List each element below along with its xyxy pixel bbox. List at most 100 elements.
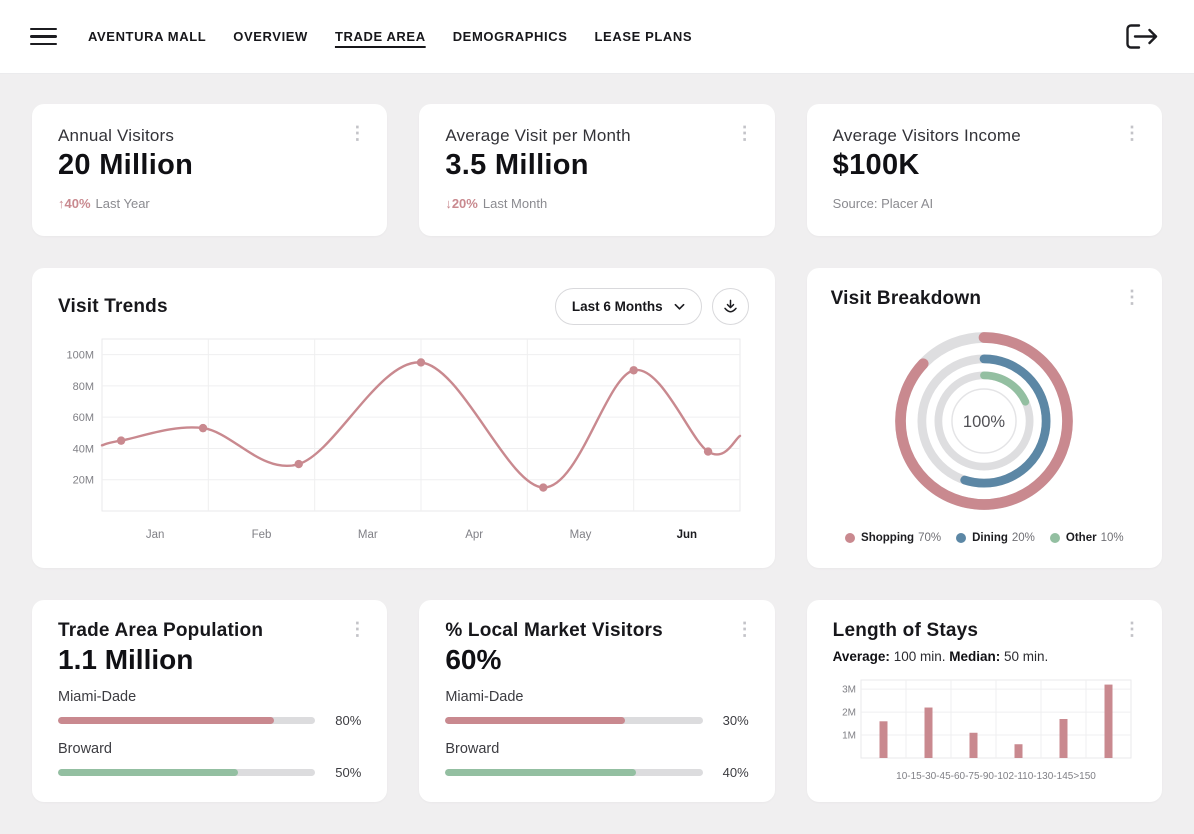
progress-label: Miami-Dade — [445, 689, 524, 705]
progress-label: Broward — [58, 741, 112, 757]
svg-text:40M: 40M — [73, 443, 94, 455]
svg-text:Jan: Jan — [146, 529, 165, 541]
svg-text:10-15-30-45-60-75-90-102-110-1: 10-15-30-45-60-75-90-102-110-130-145>150 — [896, 771, 1096, 782]
svg-text:Jun: Jun — [677, 529, 697, 541]
card-menu-icon[interactable]: ⋮ — [1116, 616, 1148, 642]
progress-fill — [445, 769, 636, 776]
kpi-card-average-income: ⋮ Average Visitors Income $100K Source: … — [806, 104, 1162, 236]
progress-value: 30% — [722, 713, 749, 728]
card-menu-icon[interactable]: ⋮ — [729, 120, 761, 146]
svg-text:80M: 80M — [73, 381, 94, 393]
download-button[interactable] — [711, 288, 749, 325]
progress-label: Broward — [445, 741, 500, 757]
legend-dot-shopping — [845, 533, 856, 543]
progress-track — [58, 769, 316, 776]
main-nav: AVENTURA MALL OVERVIEW TRADE AREA DEMOGR… — [88, 29, 692, 44]
progress-value: 40% — [722, 765, 749, 780]
card-menu-icon[interactable]: ⋮ — [341, 616, 373, 642]
card-menu-icon[interactable]: ⋮ — [1116, 120, 1148, 146]
nav-item-trade-area[interactable]: TRADE AREA — [334, 29, 426, 44]
nav-item-aventura-mall[interactable]: AVENTURA MALL — [88, 29, 207, 44]
card-title: Length of Stays — [832, 620, 979, 641]
local-market-visitors-card: ⋮ % Local Market Visitors 60% Miami-Dade… — [419, 600, 775, 802]
kpi-title: Average Visitors Income — [832, 126, 1021, 145]
chart-controls: Last 6 Months — [554, 288, 749, 325]
chevron-down-icon — [674, 303, 685, 310]
nav-item-lease-plans[interactable]: LEASE PLANS — [594, 29, 693, 44]
stays-summary: Average: 100 min. Median: 50 min. — [832, 649, 1049, 664]
length-of-stays-bar-chart: 3M 2M 1M 10-15-30-45-60-75-90-102-110-130-1… — [833, 674, 1136, 791]
progress-row-broward: Broward 50% — [58, 741, 361, 780]
svg-text:Feb: Feb — [252, 529, 272, 541]
card-menu-icon[interactable]: ⋮ — [341, 120, 373, 146]
card-title: % Local Market Visitors — [445, 620, 663, 641]
svg-text:2M: 2M — [842, 708, 856, 719]
date-range-select[interactable]: Last 6 Months — [554, 288, 702, 325]
legend-dot-dining — [956, 533, 967, 543]
card-title: Trade Area Population — [58, 620, 264, 641]
progress-row-miami-dade: Miami-Dade 30% — [445, 689, 749, 728]
legend-item-other: Other 10% — [1049, 532, 1124, 544]
kpi-delta: ↓20% Last Month — [445, 196, 548, 211]
legend-dot-other — [1049, 533, 1060, 543]
kpi-card-average-visit: ⋮ Average Visit per Month 3.5 Million ↓2… — [419, 104, 775, 236]
svg-text:3M: 3M — [842, 685, 856, 696]
progress-value: 50% — [335, 765, 362, 780]
svg-text:Mar: Mar — [358, 529, 378, 541]
svg-text:May: May — [570, 529, 592, 541]
trade-area-population-card: ⋮ Trade Area Population 1.1 Million Miam… — [32, 600, 388, 802]
arrow-up-icon: ↑ — [58, 196, 65, 211]
kpi-row: ⋮ Annual Visitors 20 Million ↑40% Last Ye… — [32, 104, 1162, 236]
kpi-value: 20 Million — [58, 149, 194, 181]
download-icon — [723, 299, 737, 313]
svg-text:60M: 60M — [73, 412, 94, 424]
svg-text:1M: 1M — [842, 731, 856, 742]
svg-text:100%: 100% — [963, 413, 1006, 431]
chart-legend: Shopping 70% Dining 20% Other 10% — [831, 532, 1138, 548]
logout-button[interactable] — [1120, 19, 1164, 54]
kpi-value: $100K — [832, 149, 920, 181]
arrow-down-icon: ↓ — [445, 196, 452, 211]
visit-breakdown-card: ⋮ Visit Breakdown 100% Shopping 70% Dini… — [806, 268, 1162, 568]
card-title: Visit Trends — [58, 295, 168, 317]
progress-row-miami-dade: Miami-Dade 80% — [58, 689, 361, 728]
card-menu-icon[interactable]: ⋮ — [729, 616, 761, 642]
nav-item-overview[interactable]: OVERVIEW — [233, 29, 308, 44]
legend-item-dining: Dining 20% — [956, 532, 1035, 544]
top-navigation-bar: AVENTURA MALL OVERVIEW TRADE AREA DEMOGR… — [0, 0, 1194, 74]
progress-track — [445, 769, 703, 776]
visit-trends-card: Visit Trends Last 6 Months — [32, 268, 775, 568]
kpi-delta: ↑40% Last Year — [58, 196, 150, 211]
kpi-card-annual-visitors: ⋮ Annual Visitors 20 Million ↑40% Last Ye… — [32, 104, 388, 236]
legend-item-shopping: Shopping 70% — [845, 532, 941, 544]
svg-text:100M: 100M — [66, 350, 94, 362]
card-title: Visit Breakdown — [830, 288, 982, 309]
svg-text:Apr: Apr — [465, 529, 483, 541]
nav-item-demographics[interactable]: DEMOGRAPHICS — [452, 29, 568, 44]
progress-track — [58, 717, 316, 724]
menu-button[interactable] — [30, 25, 60, 49]
kpi-value: 3.5 Million — [445, 149, 589, 181]
card-menu-icon[interactable]: ⋮ — [1116, 284, 1148, 310]
logout-icon — [1126, 24, 1158, 49]
kpi-title: Average Visit per Month — [445, 126, 631, 145]
progress-fill — [445, 717, 626, 724]
length-of-stays-card: ⋮ Length of Stays Average: 100 min. Medi… — [806, 600, 1162, 802]
progress-value: 80% — [335, 713, 362, 728]
progress-track — [445, 717, 703, 724]
svg-text:20M: 20M — [73, 475, 94, 487]
progress-fill — [58, 717, 275, 724]
stat-value: 1.1 Million — [58, 644, 194, 675]
hamburger-icon — [30, 27, 57, 31]
progress-fill — [58, 769, 239, 776]
progress-label: Miami-Dade — [58, 689, 137, 705]
stat-value: 60% — [445, 644, 502, 675]
kpi-source: Source: Placer AI — [832, 196, 934, 211]
dashboard: ⋮ Annual Visitors 20 Million ↑40% Last Ye… — [0, 74, 1194, 802]
charts-row: Visit Trends Last 6 Months — [32, 268, 1162, 568]
visit-trends-line-chart: 100M 80M 60M 40M 20M Jan Feb Mar Apr May Jun — [58, 333, 749, 564]
progress-row-broward: Broward 40% — [445, 741, 749, 780]
kpi-title: Annual Visitors — [58, 126, 175, 145]
visit-breakdown-donut-chart: 100% — [831, 310, 1138, 532]
stats-row: ⋮ Trade Area Population 1.1 Million Miam… — [32, 600, 1162, 802]
